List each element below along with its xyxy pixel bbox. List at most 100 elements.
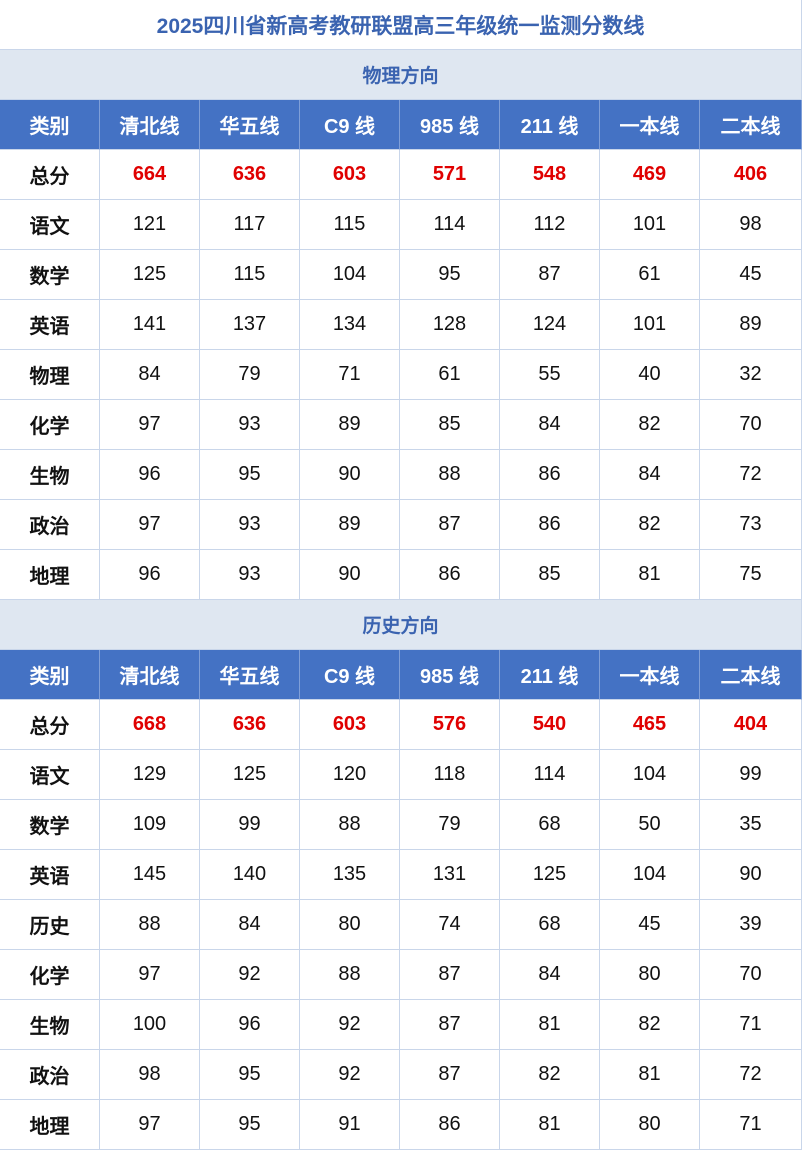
score-cell: 137	[200, 300, 300, 350]
score-cell: 84	[200, 900, 300, 950]
score-cell: 100	[100, 1000, 200, 1050]
score-cell: 109	[100, 800, 200, 850]
score-cell: 90	[300, 550, 400, 600]
row-label: 数学	[0, 800, 100, 850]
title: 2025四川省新高考教研联盟高三年级统一监测分数线	[0, 0, 802, 50]
score-cell: 120	[300, 750, 400, 800]
header-cell: 一本线	[600, 100, 700, 150]
score-cell: 72	[700, 450, 802, 500]
score-cell: 96	[200, 1000, 300, 1050]
score-cell: 576	[400, 700, 500, 750]
score-cell: 55	[500, 350, 600, 400]
score-cell: 87	[500, 250, 600, 300]
row-label: 地理	[0, 1100, 100, 1150]
score-cell: 117	[200, 200, 300, 250]
score-cell: 90	[300, 450, 400, 500]
score-cell: 71	[300, 350, 400, 400]
score-cell: 664	[100, 150, 200, 200]
score-cell: 125	[100, 250, 200, 300]
header-cell: 二本线	[700, 100, 802, 150]
score-cell: 571	[400, 150, 500, 200]
score-cell: 115	[200, 250, 300, 300]
score-cell: 96	[100, 450, 200, 500]
score-cell: 81	[500, 1100, 600, 1150]
score-cell: 92	[200, 950, 300, 1000]
score-cell: 91	[300, 1100, 400, 1150]
header-cell: 985 线	[400, 650, 500, 700]
score-cell: 82	[600, 400, 700, 450]
row-label: 语文	[0, 200, 100, 250]
score-cell: 95	[200, 1050, 300, 1100]
score-cell: 140	[200, 850, 300, 900]
score-cell: 50	[600, 800, 700, 850]
header-cell: 清北线	[100, 650, 200, 700]
score-cell: 93	[200, 500, 300, 550]
score-cell: 131	[400, 850, 500, 900]
header-cell: 985 线	[400, 100, 500, 150]
row-label: 地理	[0, 550, 100, 600]
score-cell: 75	[700, 550, 802, 600]
score-cell: 87	[400, 1050, 500, 1100]
score-cell: 88	[300, 950, 400, 1000]
score-cell: 84	[500, 950, 600, 1000]
score-cell: 87	[400, 1000, 500, 1050]
score-cell: 97	[100, 400, 200, 450]
score-cell: 93	[200, 550, 300, 600]
score-cell: 99	[200, 800, 300, 850]
score-cell: 88	[300, 800, 400, 850]
header-cell: 二本线	[700, 650, 802, 700]
score-cell: 82	[500, 1050, 600, 1100]
score-cell: 603	[300, 150, 400, 200]
score-cell: 82	[600, 500, 700, 550]
row-label: 化学	[0, 400, 100, 450]
score-cell: 81	[500, 1000, 600, 1050]
score-cell: 72	[700, 1050, 802, 1100]
score-cell: 101	[600, 300, 700, 350]
score-cell: 540	[500, 700, 600, 750]
header-cell: 一本线	[600, 650, 700, 700]
score-cell: 85	[400, 400, 500, 450]
score-cell: 104	[600, 750, 700, 800]
row-label: 生物	[0, 450, 100, 500]
score-cell: 112	[500, 200, 600, 250]
row-label: 数学	[0, 250, 100, 300]
score-cell: 85	[500, 550, 600, 600]
score-cell: 135	[300, 850, 400, 900]
score-cell: 84	[500, 400, 600, 450]
score-cell: 404	[700, 700, 802, 750]
score-cell: 68	[500, 800, 600, 850]
score-cell: 71	[700, 1100, 802, 1150]
header-cell: 类别	[0, 650, 100, 700]
score-cell: 87	[400, 500, 500, 550]
row-label: 生物	[0, 1000, 100, 1050]
score-cell: 89	[300, 500, 400, 550]
header-cell: 211 线	[500, 650, 600, 700]
score-cell: 35	[700, 800, 802, 850]
score-cell: 134	[300, 300, 400, 350]
score-cell: 32	[700, 350, 802, 400]
score-cell: 92	[300, 1000, 400, 1050]
score-cell: 70	[700, 400, 802, 450]
score-cell: 141	[100, 300, 200, 350]
header-cell: C9 线	[300, 650, 400, 700]
score-cell: 124	[500, 300, 600, 350]
score-cell: 86	[400, 550, 500, 600]
score-cell: 98	[700, 200, 802, 250]
row-label: 政治	[0, 500, 100, 550]
score-cell: 548	[500, 150, 600, 200]
header-cell: 华五线	[200, 100, 300, 150]
score-cell: 40	[600, 350, 700, 400]
score-cell: 406	[700, 150, 802, 200]
score-cell: 104	[300, 250, 400, 300]
score-cell: 45	[700, 250, 802, 300]
score-cell: 101	[600, 200, 700, 250]
score-cell: 96	[100, 550, 200, 600]
score-cell: 95	[400, 250, 500, 300]
header-cell: 清北线	[100, 100, 200, 150]
section-title: 历史方向	[0, 600, 802, 650]
score-cell: 129	[100, 750, 200, 800]
row-label: 英语	[0, 300, 100, 350]
row-label: 物理	[0, 350, 100, 400]
score-cell: 114	[400, 200, 500, 250]
score-cell: 115	[300, 200, 400, 250]
